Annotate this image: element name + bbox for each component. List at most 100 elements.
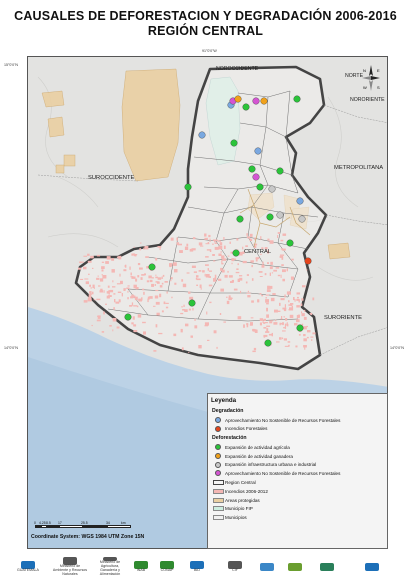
cause-marker[interactable] xyxy=(256,183,264,191)
scale-label: 25.5 xyxy=(81,521,88,525)
burned-patch xyxy=(303,326,307,330)
logo-text: GUATEMALA xyxy=(17,568,39,573)
label-central: CENTRAL xyxy=(244,249,272,255)
burned-patch xyxy=(281,337,284,340)
burned-patch xyxy=(91,324,93,327)
burned-patch xyxy=(220,267,223,271)
burned-patch xyxy=(283,338,287,341)
burned-patch xyxy=(196,275,199,278)
burned-patch xyxy=(224,274,228,278)
burned-patch xyxy=(110,289,114,293)
cause-marker[interactable] xyxy=(276,167,284,175)
burned-patch xyxy=(96,298,101,301)
cause-marker[interactable] xyxy=(234,95,242,103)
cause-marker[interactable] xyxy=(230,139,238,147)
burned-patch xyxy=(136,305,139,308)
logo-text: Ministerio de Agricultura, Ganadería y A… xyxy=(99,560,121,577)
burned-patch xyxy=(188,291,191,294)
sponsor-logo: INAB xyxy=(132,557,150,577)
burned-patch xyxy=(101,261,105,263)
cause-marker[interactable] xyxy=(124,313,132,321)
burned-patch xyxy=(97,315,101,319)
legend-title: Leyenda xyxy=(211,397,237,404)
burned-patch xyxy=(261,247,264,250)
burned-patch xyxy=(192,237,196,240)
burned-patch xyxy=(268,285,273,289)
burned-patch xyxy=(78,267,82,270)
burned-patch xyxy=(161,276,163,279)
map-subtitle: REGIÓN CENTRAL xyxy=(147,24,264,38)
burned-patch xyxy=(230,281,233,283)
burned-patch xyxy=(131,276,136,279)
burned-patch xyxy=(196,284,198,286)
cause-marker[interactable] xyxy=(260,97,268,105)
legend-item-label: Areas protegidas xyxy=(225,497,260,503)
label-noroccidente: NOROCCIDENTE xyxy=(216,66,259,72)
cause-marker[interactable] xyxy=(232,249,240,257)
burned-patch xyxy=(133,246,135,248)
burned-patch xyxy=(269,272,271,276)
burned-patch xyxy=(155,301,160,305)
cause-marker[interactable] xyxy=(286,239,294,247)
burned-patch xyxy=(193,271,197,273)
legend-item: Incendios Forestales xyxy=(211,425,384,434)
logo-emblem-icon xyxy=(134,561,148,570)
burned-patch xyxy=(151,283,154,287)
burned-patch xyxy=(207,339,210,341)
burned-patch xyxy=(90,287,93,289)
burned-patch xyxy=(282,233,287,236)
burned-patch xyxy=(293,297,295,301)
legend-degradation-list: Aprovechamiento No Sostenible de Recurso… xyxy=(211,416,384,433)
burned-patch xyxy=(218,245,223,250)
burned-patch xyxy=(253,347,257,351)
burned-patch xyxy=(116,283,121,285)
east-arrow-head xyxy=(371,76,380,80)
cause-marker[interactable] xyxy=(296,324,304,332)
burned-patch xyxy=(233,258,237,260)
cause-marker[interactable] xyxy=(242,103,250,111)
cause-marker[interactable] xyxy=(304,257,312,265)
cause-marker[interactable] xyxy=(268,185,276,193)
burned-patch xyxy=(277,232,280,234)
cause-marker[interactable] xyxy=(188,299,196,307)
burned-patch xyxy=(159,247,161,251)
burned-patch xyxy=(253,243,258,246)
burned-patch xyxy=(264,247,268,250)
cause-marker[interactable] xyxy=(184,183,192,191)
burned-patch xyxy=(204,233,207,237)
burned-patch xyxy=(282,307,287,310)
burned-patch xyxy=(266,314,269,318)
burned-patch xyxy=(227,270,229,273)
burned-patch xyxy=(304,346,306,350)
burned-patch xyxy=(245,281,248,284)
cause-marker[interactable] xyxy=(298,215,306,223)
cause-marker[interactable] xyxy=(252,173,260,181)
cause-marker[interactable] xyxy=(148,263,156,271)
burned-patch xyxy=(276,341,280,343)
burned-patch xyxy=(159,293,162,298)
cause-marker[interactable] xyxy=(296,197,304,205)
cause-marker[interactable] xyxy=(264,339,272,347)
burned-patch xyxy=(245,245,248,247)
cause-marker[interactable] xyxy=(293,95,301,103)
burned-patch xyxy=(230,251,234,254)
logo-text: INAB xyxy=(136,568,146,573)
burned-patch xyxy=(132,295,136,298)
cause-marker[interactable] xyxy=(198,131,206,139)
sponsor-logo xyxy=(312,557,342,577)
burned-patch xyxy=(92,284,95,288)
cause-marker[interactable] xyxy=(254,147,262,155)
cause-marker[interactable] xyxy=(248,165,256,173)
burned-patch xyxy=(101,266,105,269)
legend-item: Aprovechamiento No Sostenible de Recurso… xyxy=(211,469,384,478)
cause-marker[interactable] xyxy=(276,211,284,219)
cause-marker[interactable] xyxy=(266,213,274,221)
burned-patch xyxy=(151,277,154,279)
west-letter: W xyxy=(363,85,367,90)
burned-patch xyxy=(264,322,268,324)
cause-marker[interactable] xyxy=(252,97,260,105)
burned-patch xyxy=(281,316,283,320)
cause-marker[interactable] xyxy=(236,215,244,223)
burned-patch xyxy=(158,332,163,335)
burned-patch xyxy=(139,248,141,251)
